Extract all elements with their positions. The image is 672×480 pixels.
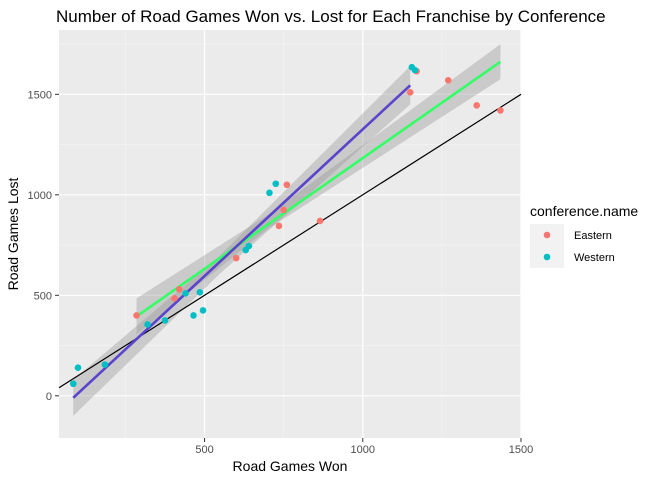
y-axis-title: Road Games Lost	[5, 177, 21, 290]
data-point-western	[74, 364, 82, 371]
data-point-western	[182, 289, 189, 297]
data-point-western	[161, 317, 169, 324]
data-point-western	[245, 242, 253, 250]
data-point-western	[190, 312, 197, 319]
y-axis-ticks: 0 500 1000 1500	[28, 89, 59, 403]
data-point-western	[411, 66, 419, 74]
data-point-eastern	[175, 285, 183, 293]
data-point-eastern	[232, 254, 240, 262]
data-point-eastern	[316, 217, 324, 225]
y-tick-label: 0	[46, 391, 52, 403]
x-axis-title: Road Games Won	[233, 458, 348, 474]
data-point-eastern	[171, 295, 178, 302]
data-points	[69, 63, 504, 388]
data-point-eastern	[497, 107, 504, 114]
y-tick-label: 1500	[28, 89, 52, 101]
data-point-eastern	[133, 312, 140, 319]
legend-key-western	[543, 253, 551, 261]
data-point-eastern	[473, 102, 480, 109]
legend-key-eastern	[543, 231, 551, 239]
legend-title: conference.name	[530, 203, 638, 219]
data-point-eastern	[444, 76, 452, 84]
data-point-eastern	[280, 206, 287, 214]
data-point-eastern	[275, 222, 283, 230]
data-point-western	[144, 321, 151, 328]
data-point-western	[199, 307, 207, 314]
legend-label-western: Western	[574, 252, 615, 264]
x-tick-label: 500	[195, 444, 213, 456]
plot-panel	[59, 30, 521, 438]
fit-line-1	[72, 84, 412, 399]
chart-title: Number of Road Games Won vs. Lost for Ea…	[56, 7, 606, 26]
fit-line-0	[135, 60, 502, 318]
data-point-western	[101, 361, 109, 368]
x-axis-ticks: 500 1000 1500	[195, 438, 533, 456]
data-point-western	[196, 288, 204, 296]
legend: conference.name Eastern Western	[530, 203, 638, 268]
data-point-eastern	[406, 89, 414, 96]
y-tick-label: 1000	[28, 190, 52, 202]
fit-lines	[72, 60, 502, 399]
y-tick-label: 500	[34, 290, 52, 302]
legend-label-eastern: Eastern	[574, 230, 612, 242]
grid-major	[59, 30, 522, 438]
x-tick-label: 1500	[509, 444, 533, 456]
data-point-eastern	[283, 181, 291, 189]
data-point-western	[69, 380, 77, 388]
grid-minor	[59, 30, 521, 438]
data-point-western	[272, 180, 280, 188]
data-point-western	[266, 189, 273, 197]
x-tick-label: 1000	[351, 444, 375, 456]
